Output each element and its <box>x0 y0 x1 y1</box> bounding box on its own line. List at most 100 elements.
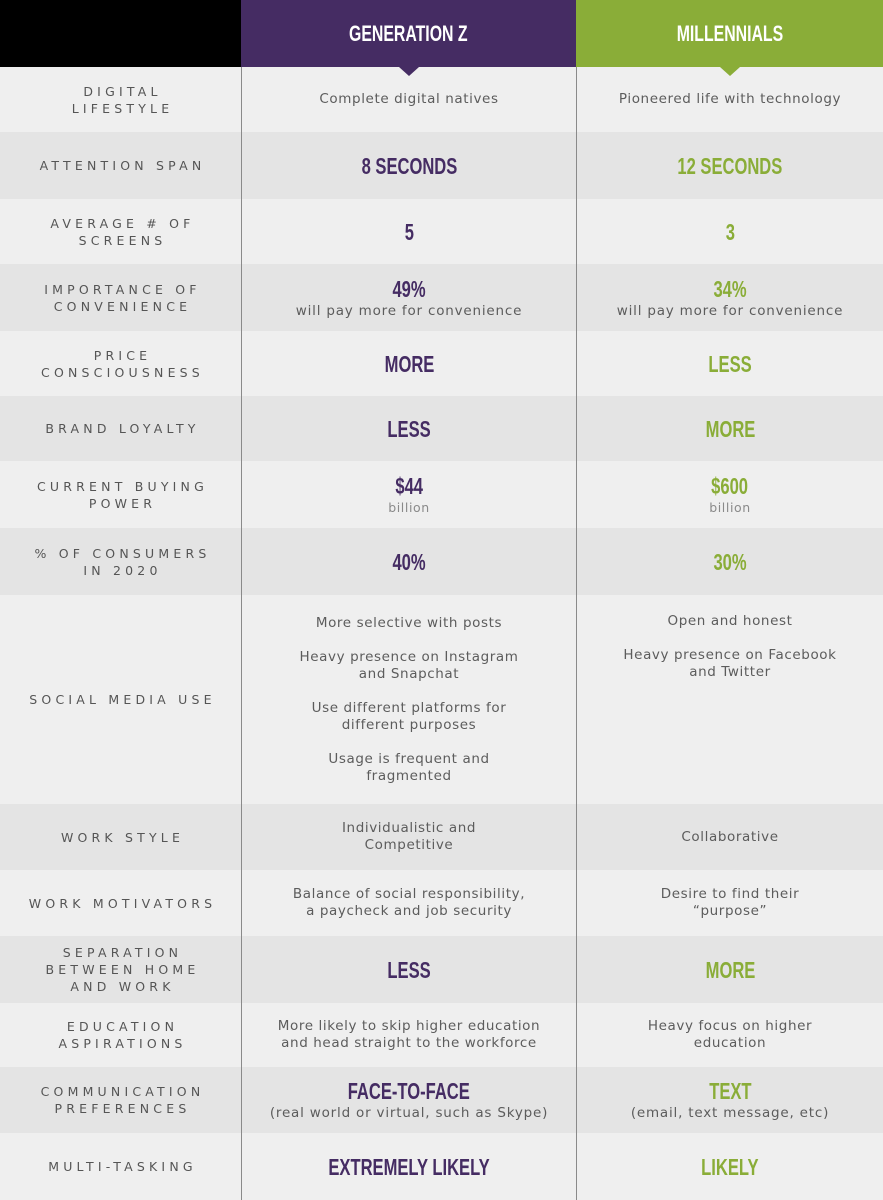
highlight-value: 12 SECONDS <box>677 152 783 179</box>
table-row: SOCIAL MEDIA USE More selective with post… <box>0 595 883 804</box>
value-caption: (email, text message, etc) <box>630 1105 830 1121</box>
row-label: BRAND LOYALTY <box>45 421 200 436</box>
pointer-arrow-icon <box>398 67 419 76</box>
description-line: Heavy focus on higher <box>647 1018 813 1034</box>
list-item: Heavy presence on Instagram and Snapchat <box>299 649 518 683</box>
millennials-cell: Collaborative <box>576 804 883 870</box>
highlight-value: MORE <box>705 956 755 983</box>
table-row: CURRENT BUYING POWER $44 billion $600 billion <box>0 461 883 528</box>
highlight-value: 3 <box>725 218 735 245</box>
list-item: Use different platforms for different pur… <box>312 700 507 734</box>
row-label-cell: MULTI-TASKING <box>0 1133 241 1200</box>
row-label: IMPORTANCE OF <box>44 281 201 297</box>
table-row: BRAND LOYALTY LESS MORE <box>0 396 883 461</box>
row-label: SOCIAL MEDIA USE <box>29 692 216 707</box>
generation-z-title: GENERATION Z <box>349 20 468 46</box>
description-line: a paycheck and job security <box>306 903 512 919</box>
list-item-line: Heavy presence on Facebook <box>623 647 837 663</box>
bullet-list: Open and honest Heavy presence on Faceboo… <box>623 613 836 681</box>
table-row: SEPARATION BETWEEN HOME AND WORK LESS MORE <box>0 936 883 1003</box>
description-line: education <box>693 1035 767 1051</box>
description-text: Complete digital natives <box>319 91 499 107</box>
row-label: LIFESTYLE <box>71 100 174 116</box>
list-item-line: fragmented <box>366 768 452 784</box>
row-label: % OF CONSUMERS <box>34 545 211 561</box>
value-caption: (real world or virtual, such as Skype) <box>269 1105 549 1121</box>
bullet-list: More selective with posts Heavy presence … <box>299 615 518 785</box>
gen-z-cell: EXTREMELY LIKELY <box>241 1133 576 1200</box>
value-caption: billion <box>388 499 430 515</box>
highlight-value: 8 SECONDS <box>361 152 457 179</box>
highlight-value: 30% <box>713 548 747 575</box>
row-label: DIGITAL <box>83 83 162 99</box>
description-line: Desire to find their <box>660 886 800 902</box>
row-label-cell: IMPORTANCE OF CONVENIENCE <box>0 264 241 331</box>
highlight-value: 34% <box>713 275 747 302</box>
row-label: POWER <box>88 495 157 511</box>
row-label: COMMUNICATION <box>40 1084 205 1099</box>
highlight-value: 5 <box>404 218 414 245</box>
gen-z-cell: MORE <box>241 331 576 396</box>
table-row: ATTENTION SPAN 8 SECONDS 12 SECONDS <box>0 132 883 199</box>
row-label: ATTENTION SPAN <box>39 158 206 173</box>
millennials-cell: Open and honest Heavy presence on Faceboo… <box>576 595 883 804</box>
row-label: ASPIRATIONS <box>58 1036 187 1051</box>
value-caption: will pay more for convenience <box>616 302 844 319</box>
list-item-line: Heavy presence on Instagram <box>299 649 519 665</box>
table-row: MULTI-TASKING EXTREMELY LIKELY LIKELY <box>0 1133 883 1200</box>
row-label-cell: COMMUNICATION PREFERENCES <box>0 1067 241 1133</box>
highlight-value: TEXT <box>708 1078 752 1104</box>
gen-z-cell: Balance of social responsibility, a paych… <box>241 870 576 936</box>
highlight-value: $600 <box>711 472 749 499</box>
row-label: SEPARATION <box>62 945 183 960</box>
description-line: Individualistic and <box>341 820 477 836</box>
row-label: BETWEEN HOME <box>45 962 200 977</box>
millennials-title: MILLENNIALS <box>676 20 783 46</box>
gen-z-cell: More selective with posts Heavy presence … <box>241 595 576 804</box>
list-item-line: Open and honest <box>667 613 793 629</box>
table-row: EDUCATION ASPIRATIONS More likely to skip … <box>0 1003 883 1067</box>
row-label: AVERAGE # OF <box>50 215 195 231</box>
highlight-value: 40% <box>392 548 426 575</box>
row-label: PRICE <box>93 347 152 363</box>
table-row: WORK MOTIVATORS Balance of social respons… <box>0 870 883 936</box>
row-label-cell: ATTENTION SPAN <box>0 132 241 199</box>
row-label-cell: AVERAGE # OF SCREENS <box>0 199 241 264</box>
list-item: More selective with posts <box>316 615 502 632</box>
row-label-cell: WORK STYLE <box>0 804 241 870</box>
row-label: SCREENS <box>78 232 167 248</box>
gen-z-cell: More likely to skip higher education and … <box>241 1003 576 1067</box>
gen-z-cell: 5 <box>241 199 576 264</box>
table-row: IMPORTANCE OF CONVENIENCE 49% will pay more… <box>0 264 883 331</box>
description-line: More likely to skip higher education <box>277 1018 541 1034</box>
row-label-cell: SEPARATION BETWEEN HOME AND WORK <box>0 936 241 1003</box>
highlight-value: FACE-TO-FACE <box>347 1078 471 1104</box>
list-item-line: and Snapchat <box>358 666 460 682</box>
gen-z-cell: LESS <box>241 936 576 1003</box>
gen-z-cell: Individualistic and Competitive <box>241 804 576 870</box>
list-item-line: and Twitter <box>689 664 771 680</box>
millennials-cell: LESS <box>576 331 883 396</box>
list-item: Open and honest <box>667 613 792 630</box>
millennials-cell: MORE <box>576 396 883 461</box>
millennials-cell: Heavy focus on higher education <box>576 1003 883 1067</box>
row-label-cell: BRAND LOYALTY <box>0 396 241 461</box>
description-text: Collaborative <box>681 828 779 845</box>
highlight-value: LIKELY <box>701 1153 759 1180</box>
pointer-arrow-icon <box>719 67 740 76</box>
highlight-value: LESS <box>387 415 431 442</box>
table-header: GENERATION Z MILLENNIALS <box>0 0 883 76</box>
header-generation-z: GENERATION Z <box>241 0 576 76</box>
highlight-value: MORE <box>384 350 434 377</box>
description-line: Competitive <box>364 837 454 853</box>
gen-z-cell: LESS <box>241 396 576 461</box>
millennials-cell: $600 billion <box>576 461 883 528</box>
row-label-cell: WORK MOTIVATORS <box>0 870 241 936</box>
row-label-cell: % OF CONSUMERS IN 2020 <box>0 528 241 595</box>
highlight-value: 49% <box>392 275 426 302</box>
table-row: % OF CONSUMERS IN 2020 40% 30% <box>0 528 883 595</box>
millennials-cell: 34% will pay more for convenience <box>576 264 883 331</box>
highlight-value: $44 <box>395 472 423 499</box>
list-item: Heavy presence on Facebook and Twitter <box>623 647 836 681</box>
gen-z-cell: FACE-TO-FACE (real world or virtual, such… <box>241 1067 576 1133</box>
